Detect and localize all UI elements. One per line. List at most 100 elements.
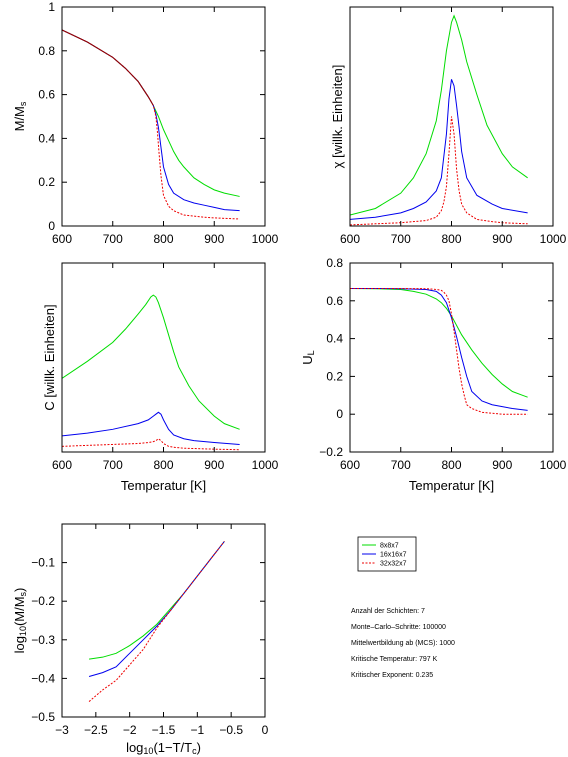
chart-magnetization: 600 700 800 900 1000 0 0.2 0.4 0.6 0.8 1 M/Ms — [12, 0, 279, 246]
series-line-s32 — [350, 116, 528, 226]
x-tick-label: 1000 — [252, 232, 279, 246]
x-tick-label: −2.5 — [84, 723, 108, 737]
y-tick-label: 0.8 — [326, 256, 343, 270]
legend-label-32x32x7: 32x32x7 — [380, 561, 407, 568]
x-tick-label: 600 — [52, 232, 72, 246]
label-part: log — [12, 636, 27, 653]
info-line-mcs: Monte–Carlo–Schritte: 100000 — [351, 624, 446, 631]
x-tick-label: −2 — [123, 723, 137, 737]
x-axis-label: Temperatur [K] — [121, 478, 206, 493]
x-tick-label: −3 — [55, 723, 69, 737]
y-tick-label: −0.4 — [31, 671, 55, 685]
x-tick-label: 800 — [153, 458, 173, 472]
x-tick-label: 800 — [441, 232, 461, 246]
x-tick-label: 800 — [441, 458, 461, 472]
label-part: ) — [197, 740, 201, 755]
y-axis-label: UL — [300, 350, 316, 364]
series-line-s32 — [62, 438, 240, 451]
chart-heatcapacity: 600 700 800 900 1000 Temperatur [K] C [willk. … — [42, 262, 279, 493]
x-tick-label: 700 — [391, 232, 411, 246]
x-tick-label: 900 — [204, 458, 224, 472]
x-tick-label: 1000 — [540, 232, 567, 246]
series-line-s16 — [350, 288, 528, 411]
series-line-s16 — [350, 79, 528, 220]
series-line-s32 — [350, 288, 528, 415]
y-tick-label: 0.4 — [326, 332, 343, 346]
info-line-exponent: Kritischer Exponent: 0.235 — [351, 672, 433, 679]
x-tick-label: 700 — [391, 458, 411, 472]
label-subscript: 10 — [18, 626, 28, 636]
simulation-info: Anzahl der Schichten: 7 Monte–Carlo–Schr… — [351, 608, 455, 679]
x-tick-label: 800 — [153, 232, 173, 246]
y-axis-label: C [willk. Einheiten] — [42, 304, 57, 410]
x-tick-label: 0 — [262, 723, 269, 737]
series-line-s16 — [88, 541, 225, 677]
series-line-s16 — [62, 411, 240, 445]
label-part: M/M — [12, 106, 27, 131]
chart-binder: 600 700 800 900 1000 −0.2 0 0.2 0.4 0.6 0.8 Tempera… — [300, 256, 567, 493]
chart-susceptibility: 600 700 800 900 1000 χ [willk. Einheiten] — [330, 6, 567, 246]
label-subscript: s — [18, 591, 28, 596]
y-tick-label: 0.6 — [326, 294, 343, 308]
x-tick-label: −1 — [190, 723, 204, 737]
series-line-s8 — [350, 14, 528, 216]
y-tick-label: 0.2 — [38, 175, 55, 189]
label-subscript: L — [306, 350, 316, 355]
info-line-layers: Anzahl der Schichten: 7 — [351, 608, 425, 615]
x-tick-label: 900 — [492, 232, 512, 246]
label-subscript: c — [192, 746, 197, 756]
x-tick-label: 1000 — [540, 458, 567, 472]
x-tick-label: 900 — [492, 458, 512, 472]
series-line-s16 — [62, 29, 240, 212]
y-axis-label: χ [willk. Einheiten] — [330, 65, 345, 169]
label-subscript: s — [18, 101, 28, 106]
series-line-s8 — [88, 541, 225, 660]
series-line-overlay — [62, 29, 154, 106]
plot-frame — [61, 523, 266, 718]
x-tick-label: −1.5 — [152, 723, 176, 737]
x-tick-label: −0.5 — [219, 723, 243, 737]
x-axis-label: Temperatur [K] — [409, 478, 494, 493]
legend: 8x8x7 16x16x7 32x32x7 — [357, 536, 417, 572]
y-tick-label: 0.4 — [38, 131, 55, 145]
plot-frame — [61, 6, 266, 227]
x-tick-label: 700 — [103, 232, 123, 246]
y-tick-label: −0.1 — [31, 556, 55, 570]
legend-label-8x8x7: 8x8x7 — [380, 543, 399, 550]
series-line-s8 — [350, 288, 528, 398]
y-axis-label: log10(M/Ms) — [12, 588, 28, 654]
y-tick-label: 0.2 — [326, 369, 343, 383]
y-tick-label: 0 — [336, 407, 343, 421]
label-part: (M/M — [12, 596, 27, 626]
series-line-s8 — [62, 29, 240, 197]
label-part: ) — [12, 588, 27, 592]
y-tick-label: −0.5 — [31, 710, 55, 724]
y-tick-label: 1 — [48, 0, 55, 14]
y-axis-label: M/Ms — [12, 101, 28, 131]
chart-loglog: −3 −2.5 −2 −1.5 −1 −0.5 0 −0.5 −0.4 −0.3 −0.2 −0.1 l… — [12, 523, 269, 756]
label-part: (1−T/T — [153, 740, 192, 755]
x-tick-label: 600 — [52, 458, 72, 472]
y-tick-label: 0.8 — [38, 44, 55, 58]
label-subscript: 10 — [143, 746, 153, 756]
x-tick-label: 600 — [340, 232, 360, 246]
y-tick-label: −0.3 — [31, 633, 55, 647]
x-tick-label: 900 — [204, 232, 224, 246]
x-tick-label: 1000 — [252, 458, 279, 472]
legend-label-16x16x7: 16x16x7 — [380, 552, 407, 559]
label-part: U — [300, 355, 315, 364]
x-tick-label: 600 — [340, 458, 360, 472]
series-line-s8 — [62, 294, 240, 430]
plot-frame — [349, 262, 554, 453]
series-line-s32 — [62, 29, 240, 220]
series-line-s32 — [88, 541, 225, 702]
y-tick-label: 0.6 — [38, 88, 55, 102]
info-line-averaging: Mittelwertbildung ab (MCS): 1000 — [351, 640, 455, 647]
info-line-tc: Kritische Temperatur: 797 K — [351, 656, 438, 663]
x-axis-label: log10(1−T/Tc) — [126, 740, 201, 756]
y-tick-label: 0 — [48, 219, 55, 233]
y-tick-label: −0.2 — [31, 594, 55, 608]
label-part: log — [126, 740, 143, 755]
